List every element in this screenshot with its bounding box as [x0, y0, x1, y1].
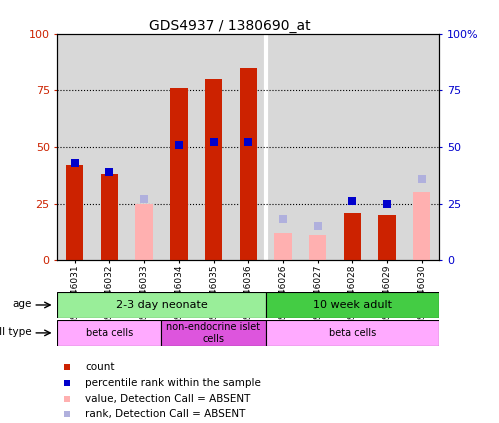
Bar	[127, 34, 162, 260]
Bar	[265, 320, 439, 346]
Bar	[101, 174, 118, 260]
Bar	[370, 34, 404, 260]
Bar	[378, 215, 396, 260]
Bar	[196, 34, 231, 260]
Bar	[300, 34, 335, 260]
Bar	[57, 320, 162, 346]
Bar	[265, 292, 439, 318]
Bar	[57, 34, 92, 260]
Text: GDS4937 / 1380690_at: GDS4937 / 1380690_at	[149, 19, 310, 33]
Text: beta cells: beta cells	[86, 328, 133, 338]
Bar	[57, 292, 265, 318]
Bar	[265, 34, 300, 260]
Bar	[265, 34, 300, 260]
Bar	[335, 34, 370, 260]
Bar	[135, 203, 153, 260]
Bar	[344, 213, 361, 260]
Bar	[170, 88, 188, 260]
Text: count: count	[85, 362, 115, 372]
Text: rank, Detection Call = ABSENT: rank, Detection Call = ABSENT	[85, 409, 246, 419]
Bar	[274, 233, 291, 260]
Bar	[66, 165, 83, 260]
Text: 10 week adult: 10 week adult	[313, 300, 392, 310]
Bar	[240, 68, 257, 260]
Bar	[309, 235, 326, 260]
Text: percentile rank within the sample: percentile rank within the sample	[85, 378, 261, 388]
Text: non-endocrine islet
cells: non-endocrine islet cells	[167, 322, 260, 344]
Bar	[404, 34, 439, 260]
Bar	[92, 34, 127, 260]
Text: 2-3 day neonate: 2-3 day neonate	[116, 300, 208, 310]
Bar	[162, 34, 196, 260]
Bar	[162, 320, 265, 346]
Bar	[205, 79, 222, 260]
Text: value, Detection Call = ABSENT: value, Detection Call = ABSENT	[85, 393, 250, 404]
Text: beta cells: beta cells	[329, 328, 376, 338]
Text: cell type: cell type	[0, 327, 31, 337]
Bar	[231, 34, 265, 260]
Bar	[413, 192, 431, 260]
Text: age: age	[12, 299, 31, 309]
